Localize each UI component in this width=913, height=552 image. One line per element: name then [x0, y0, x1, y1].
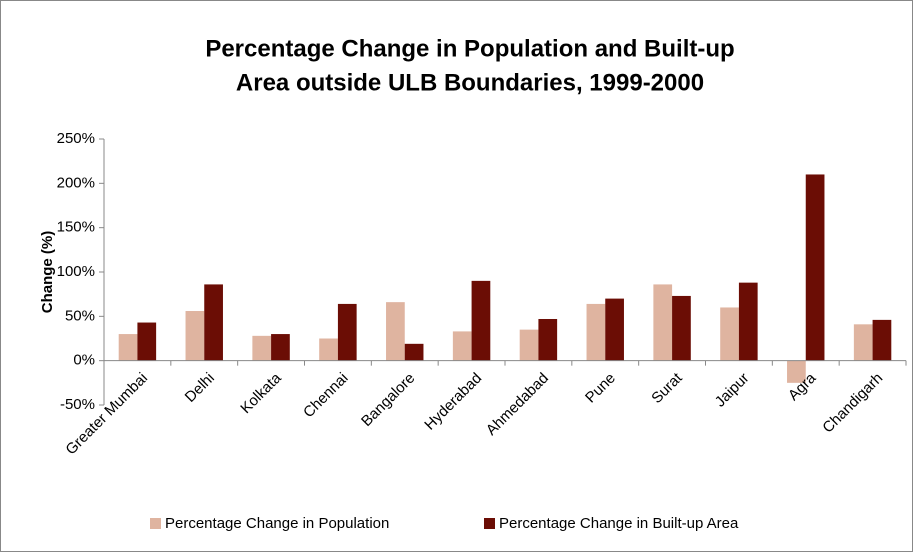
bar: [787, 360, 806, 383]
y-tick-label: 100%: [57, 263, 95, 280]
y-axis-label: Change (%): [39, 231, 56, 314]
chart-title: Percentage Change in Population and Buil…: [205, 35, 734, 62]
bar: [605, 298, 624, 361]
legend-swatch: [484, 518, 495, 529]
bar: [720, 307, 739, 361]
legend-label: Percentage Change in Population: [165, 515, 389, 532]
bar: [137, 322, 157, 361]
bar: [271, 334, 290, 361]
bar: [853, 324, 873, 361]
bar: [386, 302, 405, 361]
y-tick-label: -50%: [60, 396, 95, 413]
bar: [337, 303, 357, 361]
bar: [586, 303, 606, 361]
legend-swatch: [150, 518, 161, 529]
chart-title: Area outside ULB Boundaries, 1999-2000: [236, 69, 704, 96]
bar: [252, 335, 272, 361]
bar: [118, 334, 138, 361]
bar: [471, 280, 491, 361]
bar: [738, 282, 758, 361]
bar: [672, 295, 691, 361]
y-tick-label: 200%: [57, 174, 95, 191]
bar: [872, 319, 892, 361]
bar: [319, 338, 338, 361]
bar: [538, 318, 558, 361]
bar: [452, 331, 472, 361]
bar: [204, 284, 223, 361]
legend-label: Percentage Change in Built-up Area: [499, 515, 739, 532]
y-tick-label: 250%: [57, 130, 95, 147]
bar: [519, 329, 539, 361]
y-tick-label: 0%: [73, 352, 95, 369]
bar: [185, 311, 205, 361]
bar: [805, 174, 825, 361]
bar: [404, 343, 424, 361]
bar: [653, 284, 673, 361]
y-tick-label: 150%: [57, 219, 95, 236]
y-tick-label: 50%: [65, 307, 95, 324]
